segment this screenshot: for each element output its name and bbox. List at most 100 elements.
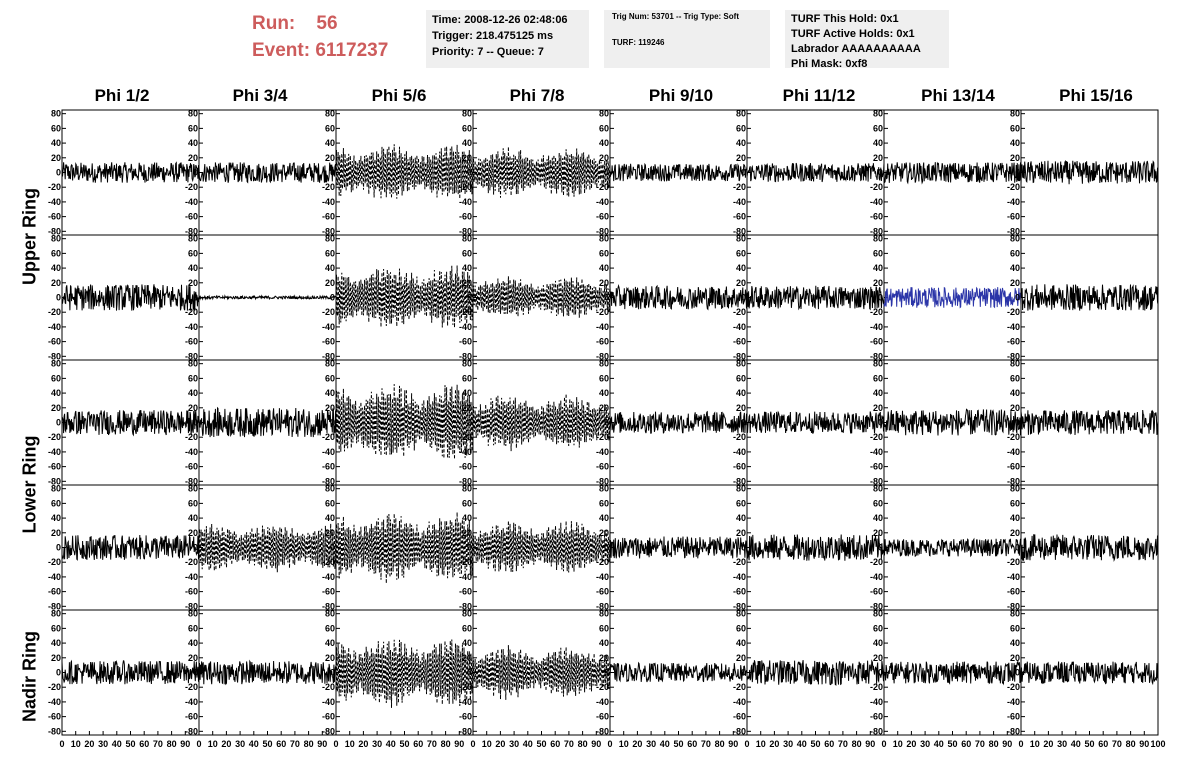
x-tick-label: 20 (769, 739, 779, 749)
y-tick-label: -40 (185, 447, 198, 457)
x-tick-label: 50 (536, 739, 546, 749)
y-tick-label: -40 (1007, 697, 1020, 707)
y-tick-label: -20 (1007, 182, 1020, 192)
phi-label-7: Phi 13/14 (921, 86, 995, 105)
y-tick-label: -80 (185, 601, 198, 611)
y-tick-label: -40 (322, 572, 335, 582)
y-tick-label: -20 (48, 182, 61, 192)
y-tick-label: -20 (185, 682, 198, 692)
panel-r2-c7: -80 -60 -40 -20 0 20 40 60 80 (1007, 359, 1159, 486)
waveform-trace (1020, 284, 1159, 311)
y-tick-label: -60 (733, 462, 746, 472)
x-tick-label: 100 (1150, 739, 1165, 749)
y-tick-label: -60 (1007, 712, 1020, 722)
y-tick-label: -20 (596, 182, 609, 192)
x-tick-label: 0 (607, 739, 612, 749)
y-tick-label: -60 (459, 462, 472, 472)
phi-label-6: Phi 11/12 (782, 86, 856, 105)
y-tick-label: -40 (185, 197, 198, 207)
waveform-trace (61, 409, 200, 437)
panel-r1-c2: -80 -60 -40 -20 0 20 40 60 80 (322, 234, 474, 361)
y-tick-label: -60 (185, 212, 198, 222)
y-tick-label: 80 (599, 109, 609, 119)
y-tick-label: 20 (188, 153, 198, 163)
phi-label-2: Phi 3/4 (232, 86, 288, 105)
y-tick-label: -40 (322, 447, 335, 457)
y-tick-label: 0 (330, 293, 335, 303)
x-tick-label: 30 (920, 739, 930, 749)
panel-r2-c1: -80 -60 -40 -20 0 20 40 60 80 (185, 359, 337, 486)
y-tick-label: -40 (48, 572, 61, 582)
y-tick-label: 60 (325, 123, 335, 133)
y-tick-label: 80 (1010, 484, 1020, 494)
y-tick-label: 0 (604, 293, 609, 303)
y-tick-label: 60 (188, 123, 198, 133)
y-tick-label: -60 (322, 462, 335, 472)
y-tick-label: 0 (330, 168, 335, 178)
y-tick-label: 20 (599, 278, 609, 288)
y-tick-label: -80 (459, 476, 472, 486)
y-tick-label: 60 (1010, 123, 1020, 133)
panel-r3-c2: -80 -60 -40 -20 0 20 40 60 80 (322, 484, 474, 611)
y-tick-label: -80 (1007, 601, 1020, 611)
waveform-trace (335, 144, 474, 199)
y-tick-label: -20 (596, 432, 609, 442)
y-tick-label: 60 (51, 123, 61, 133)
y-tick-label: -40 (596, 322, 609, 332)
x-tick-label: 80 (715, 739, 725, 749)
y-tick-label: -20 (596, 307, 609, 317)
y-tick-label: -60 (185, 587, 198, 597)
y-tick-label: -60 (1007, 462, 1020, 472)
y-tick-label: 60 (51, 498, 61, 508)
y-tick-label: 80 (325, 359, 335, 369)
y-tick-label: -40 (1007, 322, 1020, 332)
y-tick-label: 60 (188, 498, 198, 508)
y-tick-label: 40 (599, 263, 609, 273)
y-tick-label: -20 (459, 682, 472, 692)
y-tick-label: 60 (462, 373, 472, 383)
y-tick-label: 60 (188, 373, 198, 383)
waveform-trace (609, 162, 748, 182)
y-tick-label: -80 (1007, 726, 1020, 736)
waveform-trace (61, 659, 200, 685)
x-tick-label: 40 (934, 739, 944, 749)
x-tick-label: 90 (591, 739, 601, 749)
x-tick-label: 10 (619, 739, 629, 749)
y-tick-label: 80 (599, 359, 609, 369)
y-tick-label: 60 (462, 623, 472, 633)
event-value: 6117237 (315, 40, 389, 61)
y-tick-label: -40 (733, 197, 746, 207)
y-tick-label: 0 (604, 168, 609, 178)
waveform-trace (883, 537, 1022, 558)
y-tick-label: -40 (48, 322, 61, 332)
y-tick-label: 80 (1010, 234, 1020, 244)
y-tick-label: 40 (599, 513, 609, 523)
waveform-trace (472, 645, 611, 700)
run-row: Run: 56 (252, 10, 388, 37)
y-tick-label: -80 (48, 476, 61, 486)
x-tick-label: 50 (262, 739, 272, 749)
y-tick-label: -60 (596, 337, 609, 347)
x-tick-label: 70 (975, 739, 985, 749)
y-tick-label: 80 (1010, 109, 1020, 119)
y-tick-label: 0 (741, 168, 746, 178)
panel-r1-c5: -80 -60 -40 -20 0 20 40 60 80 (733, 234, 885, 361)
y-tick-label: 80 (1010, 609, 1020, 619)
y-tick-label: -60 (870, 337, 883, 347)
x-tick-label: 70 (1112, 739, 1122, 749)
waveform-trace (335, 512, 474, 584)
y-tick-label: -60 (1007, 587, 1020, 597)
phi-label-1: Phi 1/2 (94, 86, 150, 105)
y-tick-label: -80 (596, 476, 609, 486)
x-tick-label: 60 (276, 739, 286, 749)
x-tick-label: 20 (1043, 739, 1053, 749)
y-tick-label: -80 (459, 726, 472, 736)
trigger-text: Trigger: 218.475125 ms (432, 30, 554, 42)
y-tick-label: -20 (459, 182, 472, 192)
panel-r3-c0: -80 -60 -40 -20 0 20 40 60 80 (48, 484, 200, 611)
panel-r1-c7: -80 -60 -40 -20 0 20 40 60 80 (1007, 234, 1159, 361)
y-tick-label: -60 (322, 712, 335, 722)
y-tick-label: 0 (1015, 543, 1020, 553)
y-tick-label: 20 (736, 153, 746, 163)
phi-label-5: Phi 9/10 (648, 86, 714, 105)
